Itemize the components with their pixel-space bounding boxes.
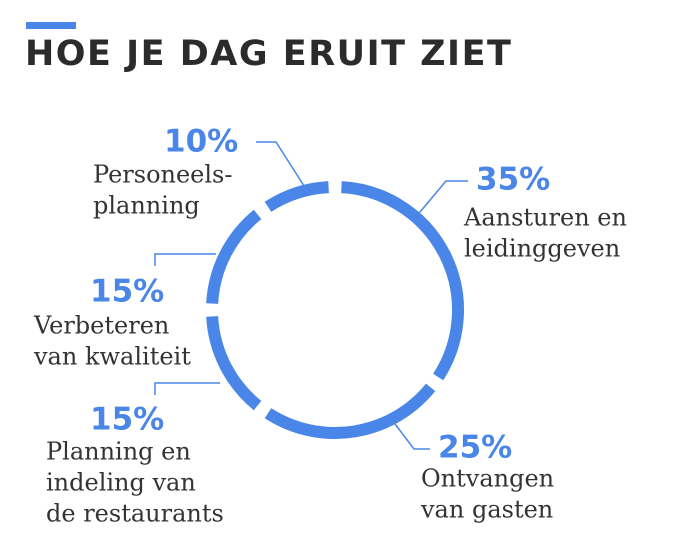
leader-line [414,180,468,219]
leader-line [394,423,430,450]
donut-segment [341,181,464,381]
slice-percent-label: 15% [90,274,164,310]
donut-segment [206,209,262,304]
page-title: HOE JE DAG ERUIT ZIET [25,34,513,74]
leader-line [154,253,216,266]
slice-category-label: van gasten [420,496,553,524]
slice-category-label: Personeels- [93,161,232,189]
slice-percent-label: 10% [164,124,238,160]
slice-category-label: van kwaliteit [33,343,191,371]
slice-percent-label: 15% [90,402,164,438]
leader-line [154,382,220,395]
title-accent-bar [26,22,76,29]
slice-percent-label: 35% [476,162,550,198]
leader-line [256,141,307,190]
slice-category-label: de restaurants [46,500,224,528]
slice-category-label: Verbeteren [33,312,169,340]
slice-category-label: Aansturen en [463,204,627,232]
slice-category-label: planning [93,192,200,220]
slice-category-label: Planning en [46,438,191,466]
donut-segment [264,181,330,212]
donut-segment [264,383,436,439]
slice-category-label: leidinggeven [464,235,620,263]
slice-category-label: Ontvangen [421,465,554,493]
slice-category-label: indeling van [46,469,196,497]
slice-percent-label: 25% [438,430,512,466]
donut-segment [206,316,262,411]
